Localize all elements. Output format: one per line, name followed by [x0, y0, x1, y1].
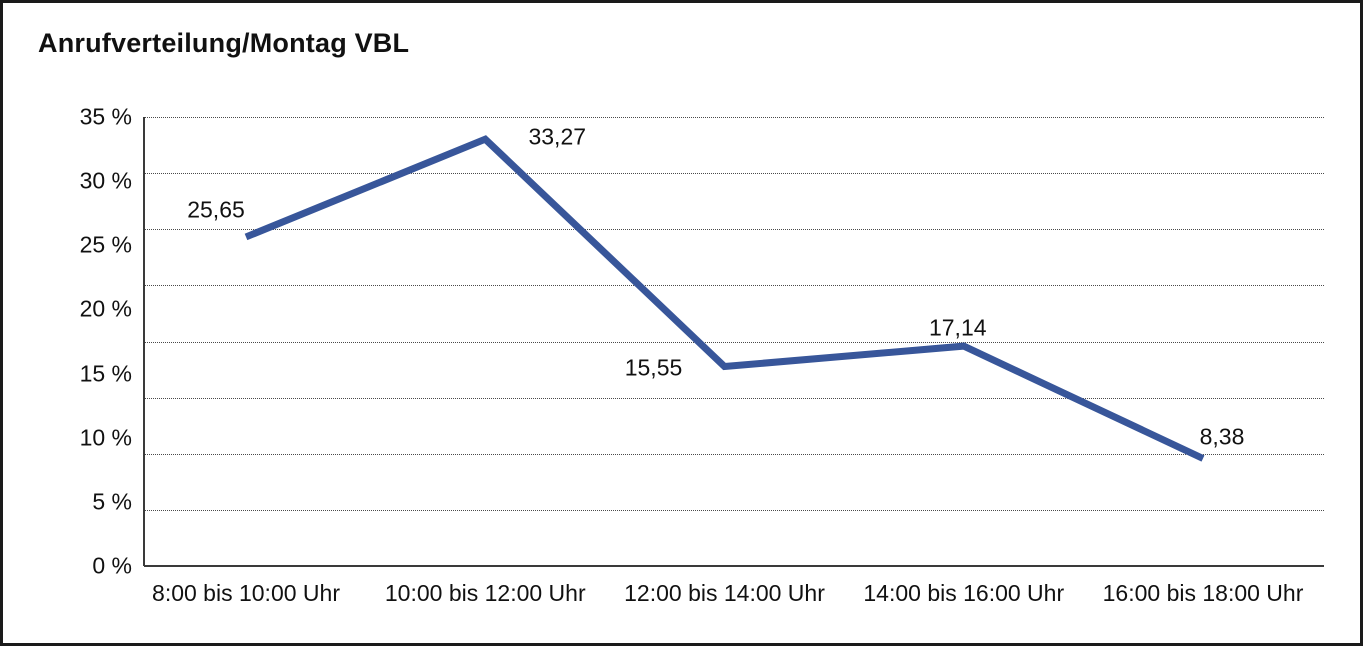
data-point-value-label: 8,38: [1199, 423, 1245, 450]
y-axis-line: [143, 117, 145, 566]
gridline: [144, 397, 1324, 399]
data-point-value-label: 17,14: [928, 314, 987, 341]
y-axis-tick-label: 35 %: [79, 103, 132, 130]
y-axis-tick-label: 0 %: [92, 552, 132, 579]
x-axis-category-label: 12:00 bis 14:00 Uhr: [624, 580, 825, 606]
gridline: [144, 453, 1324, 455]
x-axis-category-label: 8:00 bis 10:00 Uhr: [152, 580, 340, 606]
gridline: [144, 509, 1324, 511]
x-axis-category-label: 10:00 bis 12:00 Uhr: [384, 580, 586, 606]
gridline: [144, 117, 1324, 118]
y-axis-tick-label: 5 %: [92, 488, 132, 515]
x-axis-line: [144, 565, 1324, 567]
data-point-value-label: 15,55: [624, 354, 683, 381]
gridline: [144, 173, 1324, 175]
series-line: [244, 135, 1205, 462]
gridline: [144, 341, 1324, 343]
x-axis-category-label: 14:00 bis 16:00 Uhr: [863, 580, 1065, 606]
data-point-value-label: 25,65: [187, 196, 245, 223]
data-point-value-label: 33,27: [528, 123, 587, 150]
gridline: [144, 229, 1324, 231]
x-axis-category-label: 16:00 bis 18:00 Uhr: [1102, 580, 1304, 606]
chart-title: Anrufverteilung/Montag VBL: [38, 28, 410, 58]
y-axis-tick-label: 15 %: [79, 360, 132, 387]
gridline: [144, 285, 1324, 287]
y-axis-tick-label: 20 %: [79, 295, 132, 322]
y-axis-tick-label: 10 %: [79, 424, 132, 451]
y-axis-tick-label: 25 %: [79, 231, 132, 258]
y-axis-tick-label: 30 %: [79, 167, 132, 194]
